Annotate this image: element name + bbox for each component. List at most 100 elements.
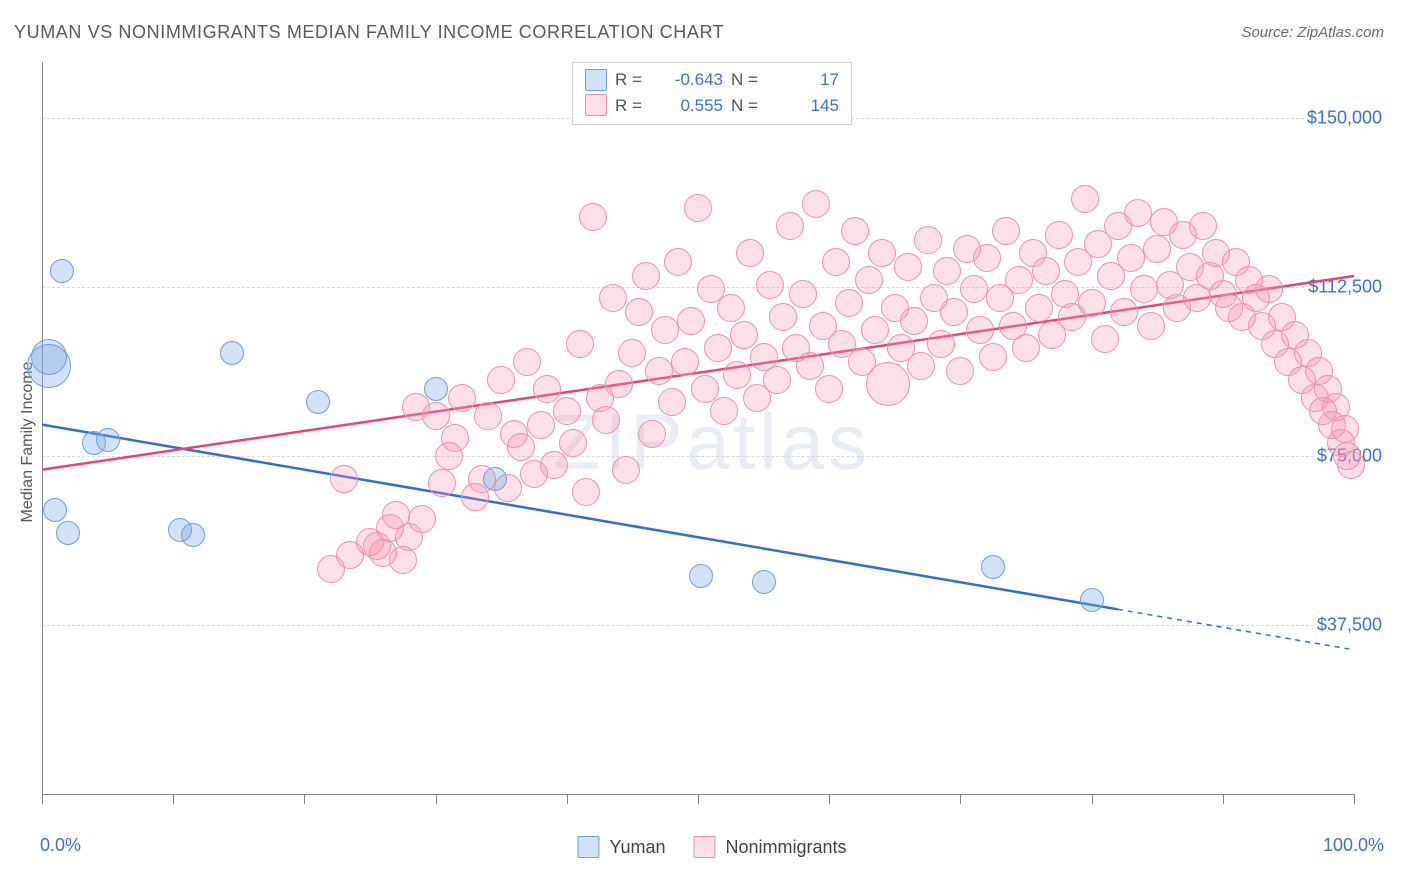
scatter-point bbox=[866, 362, 910, 406]
scatter-point bbox=[752, 570, 776, 594]
scatter-point bbox=[1110, 298, 1138, 326]
r-value-nonimmigrants: 0.555 bbox=[657, 93, 723, 119]
scatter-point bbox=[658, 388, 686, 416]
legend-swatch-yuman bbox=[577, 836, 599, 858]
scatter-point bbox=[933, 257, 961, 285]
scatter-point bbox=[553, 397, 581, 425]
scatter-point bbox=[1331, 415, 1359, 443]
regression-lines bbox=[42, 62, 1384, 804]
scatter-point bbox=[710, 397, 738, 425]
scatter-point bbox=[717, 294, 745, 322]
scatter-point bbox=[533, 375, 561, 403]
scatter-point bbox=[835, 289, 863, 317]
stats-row-yuman: R = -0.643 N = 17 bbox=[585, 67, 839, 93]
scatter-point bbox=[684, 194, 712, 222]
scatter-point bbox=[43, 498, 67, 522]
scatter-point bbox=[691, 375, 719, 403]
scatter-point bbox=[802, 190, 830, 218]
scatter-point bbox=[671, 348, 699, 376]
scatter-point bbox=[487, 366, 515, 394]
legend-item-nonimmigrants: Nonimmigrants bbox=[694, 836, 847, 858]
gridline bbox=[42, 625, 1354, 626]
scatter-point bbox=[513, 348, 541, 376]
x-tick bbox=[173, 794, 174, 804]
scatter-point bbox=[796, 352, 824, 380]
scatter-point bbox=[651, 316, 679, 344]
n-label: N = bbox=[731, 67, 765, 93]
scatter-point bbox=[422, 402, 450, 430]
scatter-point bbox=[306, 390, 330, 414]
source-attribution: Source: ZipAtlas.com bbox=[1241, 24, 1384, 41]
scatter-point bbox=[992, 217, 1020, 245]
scatter-point bbox=[769, 303, 797, 331]
scatter-point bbox=[1189, 212, 1217, 240]
y-axis-label: Median Family Income bbox=[19, 362, 37, 523]
scatter-point bbox=[1337, 451, 1365, 479]
scatter-point bbox=[776, 212, 804, 240]
scatter-point bbox=[1124, 199, 1152, 227]
scatter-point bbox=[704, 334, 732, 362]
scatter-point bbox=[330, 465, 358, 493]
scatter-point bbox=[605, 370, 633, 398]
stats-legend: R = -0.643 N = 17 R = 0.555 N = 145 bbox=[572, 62, 852, 125]
scatter-point bbox=[474, 402, 502, 430]
scatter-point bbox=[723, 361, 751, 389]
x-axis-max-label: 100.0% bbox=[1323, 835, 1384, 856]
scatter-point bbox=[1071, 185, 1099, 213]
gridline-label: $37,500 bbox=[1315, 615, 1384, 636]
x-tick bbox=[1223, 794, 1224, 804]
scatter-point bbox=[973, 244, 1001, 272]
legend-label-nonimmigrants: Nonimmigrants bbox=[726, 837, 847, 858]
scatter-point bbox=[677, 307, 705, 335]
n-value-yuman: 17 bbox=[773, 67, 839, 93]
scatter-point bbox=[1032, 257, 1060, 285]
scatter-point bbox=[855, 266, 883, 294]
scatter-point bbox=[1078, 289, 1106, 317]
legend-item-yuman: Yuman bbox=[577, 836, 665, 858]
swatch-nonimmigrants bbox=[585, 94, 607, 116]
scatter-point bbox=[579, 203, 607, 231]
x-axis-min-label: 0.0% bbox=[40, 835, 81, 856]
scatter-point bbox=[894, 253, 922, 281]
scatter-point bbox=[966, 316, 994, 344]
scatter-point bbox=[428, 469, 456, 497]
scatter-point bbox=[625, 298, 653, 326]
scatter-point bbox=[1045, 221, 1073, 249]
scatter-point bbox=[56, 521, 80, 545]
scatter-point bbox=[408, 505, 436, 533]
scatter-point bbox=[1255, 275, 1283, 303]
chart-plot-area: Median Family Income ZIPatlas $37,500$75… bbox=[42, 62, 1382, 822]
scatter-point bbox=[1117, 244, 1145, 272]
scatter-point bbox=[220, 341, 244, 365]
legend-label-yuman: Yuman bbox=[609, 837, 665, 858]
stats-row-nonimmigrants: R = 0.555 N = 145 bbox=[585, 93, 839, 119]
scatter-point bbox=[181, 523, 205, 547]
scatter-point bbox=[1025, 294, 1053, 322]
scatter-point bbox=[861, 316, 889, 344]
scatter-point bbox=[664, 248, 692, 276]
x-tick bbox=[567, 794, 568, 804]
gridline-label: $112,500 bbox=[1306, 277, 1384, 298]
gridline bbox=[42, 456, 1354, 457]
scatter-point bbox=[763, 366, 791, 394]
scatter-point bbox=[927, 330, 955, 358]
scatter-point bbox=[618, 339, 646, 367]
scatter-point bbox=[822, 248, 850, 276]
y-axis bbox=[42, 62, 43, 794]
scatter-point bbox=[940, 298, 968, 326]
scatter-point bbox=[868, 239, 896, 267]
scatter-point bbox=[27, 344, 71, 388]
scatter-point bbox=[638, 420, 666, 448]
scatter-point bbox=[448, 384, 476, 412]
x-tick bbox=[698, 794, 699, 804]
x-tick bbox=[1092, 794, 1093, 804]
scatter-point bbox=[946, 357, 974, 385]
scatter-point bbox=[612, 456, 640, 484]
x-tick bbox=[42, 794, 43, 804]
scatter-point bbox=[441, 424, 469, 452]
scatter-point bbox=[756, 271, 784, 299]
scatter-point bbox=[960, 275, 988, 303]
scatter-point bbox=[1130, 275, 1158, 303]
scatter-point bbox=[507, 433, 535, 461]
scatter-point bbox=[981, 555, 1005, 579]
